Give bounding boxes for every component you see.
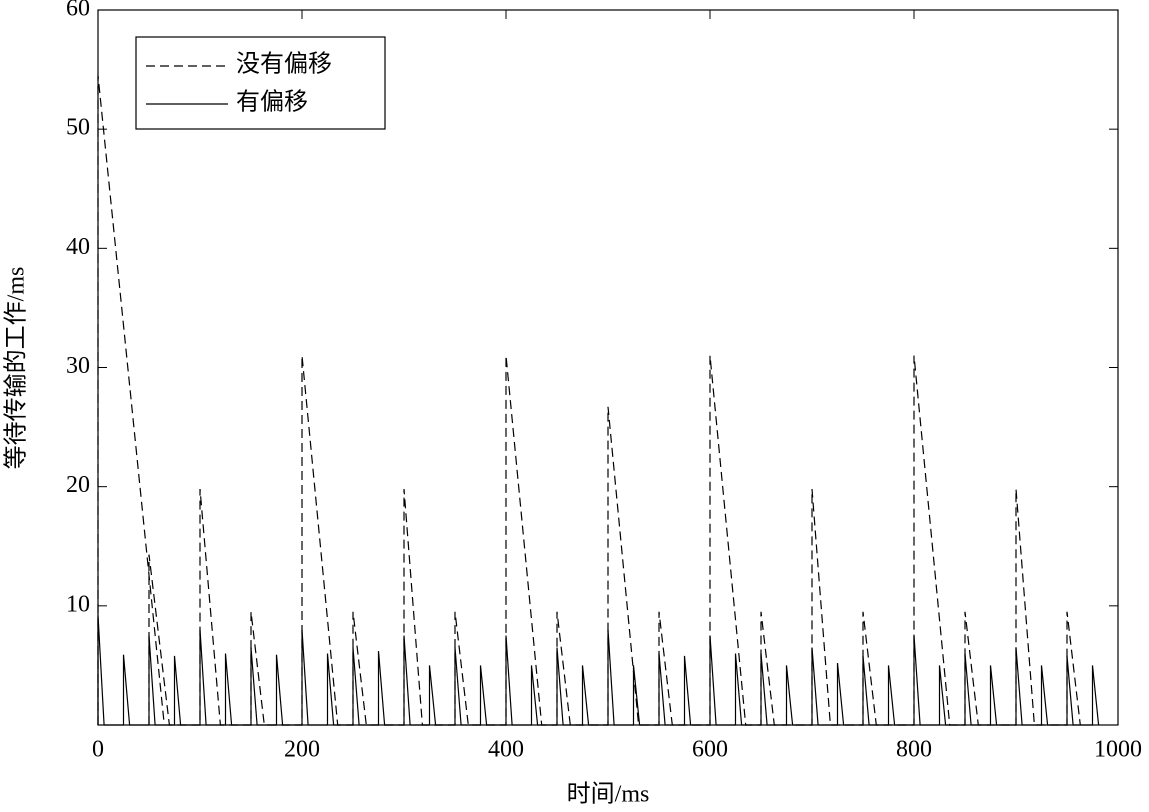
y-tick-label: 50 bbox=[66, 115, 90, 141]
x-tick-label: 400 bbox=[488, 737, 524, 763]
y-axis-label: 等待传输的工作/ms bbox=[3, 267, 30, 470]
x-tick-label: 1000 bbox=[1094, 737, 1142, 763]
data-line bbox=[97, 75, 1081, 726]
legend-label: 没有偏移 bbox=[236, 51, 332, 78]
x-axis-label: 时间/ms bbox=[567, 781, 650, 808]
y-tick-label: 30 bbox=[66, 353, 90, 379]
y-tick-label: 40 bbox=[66, 234, 90, 260]
x-tick-label: 600 bbox=[692, 737, 728, 763]
x-tick-label: 0 bbox=[92, 737, 104, 763]
data-line bbox=[97, 615, 1100, 726]
x-tick-label: 800 bbox=[896, 737, 932, 763]
y-tick-label: 60 bbox=[66, 0, 90, 22]
y-tick-label: 10 bbox=[66, 591, 90, 617]
x-tick-label: 200 bbox=[284, 737, 320, 763]
y-tick-label: 20 bbox=[66, 472, 90, 498]
legend-box bbox=[135, 36, 386, 130]
legend-label: 有偏移 bbox=[236, 89, 308, 116]
